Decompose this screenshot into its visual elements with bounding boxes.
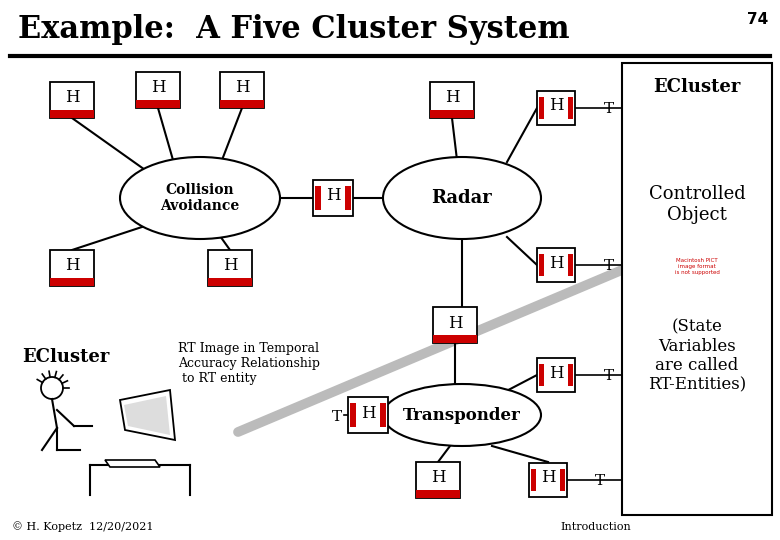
Bar <box>350 403 356 427</box>
Bar <box>50 82 94 118</box>
Text: H: H <box>235 79 250 97</box>
Bar <box>568 364 573 386</box>
Bar <box>220 100 264 108</box>
Bar <box>50 278 94 286</box>
Bar <box>416 490 460 498</box>
Text: Example:  A Five Cluster System: Example: A Five Cluster System <box>18 14 569 45</box>
Text: T: T <box>604 259 614 273</box>
Text: T: T <box>332 410 342 424</box>
Bar <box>537 248 575 282</box>
Ellipse shape <box>383 157 541 239</box>
Text: Introduction: Introduction <box>560 522 631 532</box>
Text: ECluster: ECluster <box>654 78 741 96</box>
Bar <box>622 63 772 515</box>
Text: T: T <box>595 474 605 488</box>
Text: H: H <box>548 254 563 272</box>
Bar <box>433 307 477 343</box>
Bar <box>208 250 252 286</box>
Bar <box>430 110 474 118</box>
Text: Macintosh PICT
image format
is not supported: Macintosh PICT image format is not suppo… <box>675 258 719 275</box>
Bar <box>315 186 321 210</box>
Text: Radar: Radar <box>431 189 492 207</box>
Bar <box>136 72 180 108</box>
Text: Transponder: Transponder <box>403 407 521 423</box>
Text: Collision
Avoidance: Collision Avoidance <box>161 183 239 213</box>
Bar <box>220 72 264 108</box>
Bar <box>560 469 565 491</box>
Text: H: H <box>326 187 340 205</box>
Text: H: H <box>222 258 237 274</box>
Text: H: H <box>65 90 80 106</box>
Text: Controlled
Object: Controlled Object <box>649 185 746 224</box>
Text: H: H <box>541 469 555 487</box>
Text: 74: 74 <box>746 12 768 27</box>
Bar <box>529 463 567 497</box>
Text: T: T <box>604 102 614 116</box>
Bar <box>568 97 573 119</box>
Text: © H. Kopetz  12/20/2021: © H. Kopetz 12/20/2021 <box>12 521 154 532</box>
Text: H: H <box>431 469 445 487</box>
Text: (State
Variables
are called
RT-Entities): (State Variables are called RT-Entities) <box>648 318 746 394</box>
Bar <box>537 358 575 392</box>
Bar <box>208 278 252 286</box>
Bar <box>568 254 573 276</box>
Bar <box>50 250 94 286</box>
Polygon shape <box>124 396 170 435</box>
Bar <box>50 110 94 118</box>
Text: H: H <box>448 314 463 332</box>
Bar <box>539 97 544 119</box>
Text: H: H <box>65 258 80 274</box>
Ellipse shape <box>383 384 541 446</box>
Text: H: H <box>548 364 563 381</box>
Bar <box>381 403 386 427</box>
Text: H: H <box>548 98 563 114</box>
Text: H: H <box>445 90 459 106</box>
Bar <box>531 469 537 491</box>
Bar <box>136 100 180 108</box>
Bar <box>537 91 575 125</box>
Polygon shape <box>105 460 160 467</box>
Ellipse shape <box>120 157 280 239</box>
Bar <box>416 462 460 498</box>
Bar <box>433 335 477 343</box>
Bar <box>313 180 353 216</box>
Text: H: H <box>360 404 375 422</box>
Bar <box>539 254 544 276</box>
Text: ECluster: ECluster <box>22 348 109 366</box>
Polygon shape <box>120 390 175 440</box>
Text: T: T <box>604 369 614 383</box>
Text: H: H <box>151 79 165 97</box>
Bar <box>348 397 388 433</box>
Text: RT Image in Temporal
Accuracy Relationship
 to RT entity: RT Image in Temporal Accuracy Relationsh… <box>178 342 320 385</box>
Bar <box>430 82 474 118</box>
Bar <box>539 364 544 386</box>
Bar <box>346 186 351 210</box>
